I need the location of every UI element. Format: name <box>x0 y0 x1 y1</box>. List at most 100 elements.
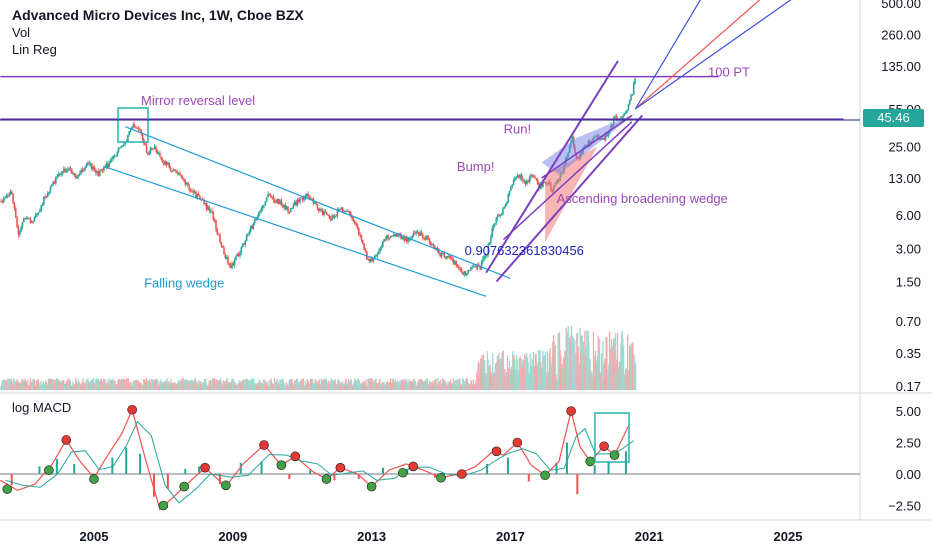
price-tick-label: 6.00 <box>896 208 921 223</box>
legend-vol[interactable]: Vol <box>12 25 31 40</box>
candle-body <box>634 78 636 84</box>
annotation-label: Falling wedge <box>144 276 224 291</box>
candle-body <box>171 170 173 172</box>
candle-body <box>458 266 460 269</box>
candle-body <box>279 200 281 204</box>
volume-bar <box>4 379 6 390</box>
volume-bar <box>323 379 326 390</box>
volume-bar <box>34 385 36 390</box>
volume-bar <box>219 380 221 390</box>
candle-body <box>519 174 522 178</box>
macd-histogram-bar <box>357 474 360 480</box>
candle-body <box>514 177 516 181</box>
candle-body <box>268 193 271 196</box>
candle-body <box>10 191 13 195</box>
macd-tick-label: −2.50 <box>888 499 921 514</box>
trend-lines <box>104 0 792 297</box>
volume-bar <box>209 383 211 390</box>
volume-bar <box>259 385 261 390</box>
candle-body <box>123 144 125 146</box>
macd-crossover-dot <box>127 404 137 415</box>
volume-bar <box>49 379 51 390</box>
volume-bar <box>225 379 228 390</box>
candle-body <box>448 255 451 258</box>
candle-body <box>196 193 199 198</box>
volume-bar <box>371 378 373 390</box>
volume-bar <box>8 378 10 390</box>
volume-bar <box>508 369 510 390</box>
volume-bar <box>337 380 340 390</box>
macd-crossover-dot <box>321 474 332 484</box>
candle-body <box>264 201 267 205</box>
volume-bar <box>311 381 313 390</box>
volume-bar <box>229 385 232 390</box>
volume-bar <box>346 382 348 390</box>
candle-body <box>343 210 345 212</box>
volume-bar <box>48 378 50 390</box>
candle-body <box>468 269 471 271</box>
candle-body <box>495 217 498 224</box>
candle-body <box>412 232 415 237</box>
volume-bar <box>337 379 339 390</box>
candle-body <box>255 218 257 221</box>
volume-bar <box>29 378 31 390</box>
volume-bar <box>400 383 402 390</box>
volume-bar <box>110 379 112 390</box>
volume-bar <box>375 378 377 390</box>
candle-body <box>371 258 373 262</box>
volume-bar <box>17 380 19 390</box>
volume-bar <box>458 383 460 390</box>
volume-bar <box>618 371 620 390</box>
candle-body <box>105 163 108 168</box>
volume-bar <box>5 380 7 390</box>
volume-bar <box>525 356 527 390</box>
macd-histogram-bar <box>506 457 509 474</box>
candle-body <box>394 234 396 237</box>
volume-bar <box>251 378 254 390</box>
volume-bar <box>196 384 198 390</box>
volume-bar <box>57 378 59 390</box>
volume-bar <box>165 383 167 390</box>
volume-bar <box>317 381 319 390</box>
candle-body <box>99 171 101 176</box>
candle-body <box>212 211 215 220</box>
volume-bar <box>45 380 47 390</box>
candle-body <box>527 180 530 183</box>
volume-bar <box>285 385 287 390</box>
volume-bar <box>404 379 406 390</box>
volume-bar <box>452 383 454 390</box>
volume-bar <box>387 382 389 390</box>
volume-bar <box>316 381 318 390</box>
volume-bar <box>574 339 576 390</box>
volume-bar <box>503 377 505 390</box>
macd-pane-label[interactable]: log MACD <box>12 400 72 415</box>
candle-body <box>13 203 16 209</box>
candle-body <box>188 185 191 191</box>
volume-bar <box>311 378 314 390</box>
volume-bar <box>550 376 553 390</box>
candle-body <box>534 176 536 179</box>
volume-bar <box>602 363 605 390</box>
volume-bar <box>369 380 371 390</box>
volume-bar <box>344 380 346 390</box>
trend-line-falling-wedge-lower <box>104 166 487 297</box>
candle-body <box>522 179 524 182</box>
candle-body <box>603 138 606 141</box>
candle-body <box>281 205 284 208</box>
volume-bar <box>299 381 301 390</box>
candle-body <box>31 221 33 223</box>
volume-bar <box>185 384 187 390</box>
volume-bar <box>100 379 102 390</box>
volume-bar <box>558 369 560 390</box>
candle-body <box>68 168 70 170</box>
volume-bar <box>223 382 226 390</box>
volume-bar <box>97 379 99 390</box>
volume-bar <box>212 378 214 390</box>
volume-bar <box>548 372 550 390</box>
volume-bar <box>181 378 184 390</box>
volume-bar <box>33 379 35 390</box>
candle-body <box>280 200 283 206</box>
candle-body <box>165 161 168 165</box>
legend-linreg[interactable]: Lin Reg <box>12 42 57 57</box>
